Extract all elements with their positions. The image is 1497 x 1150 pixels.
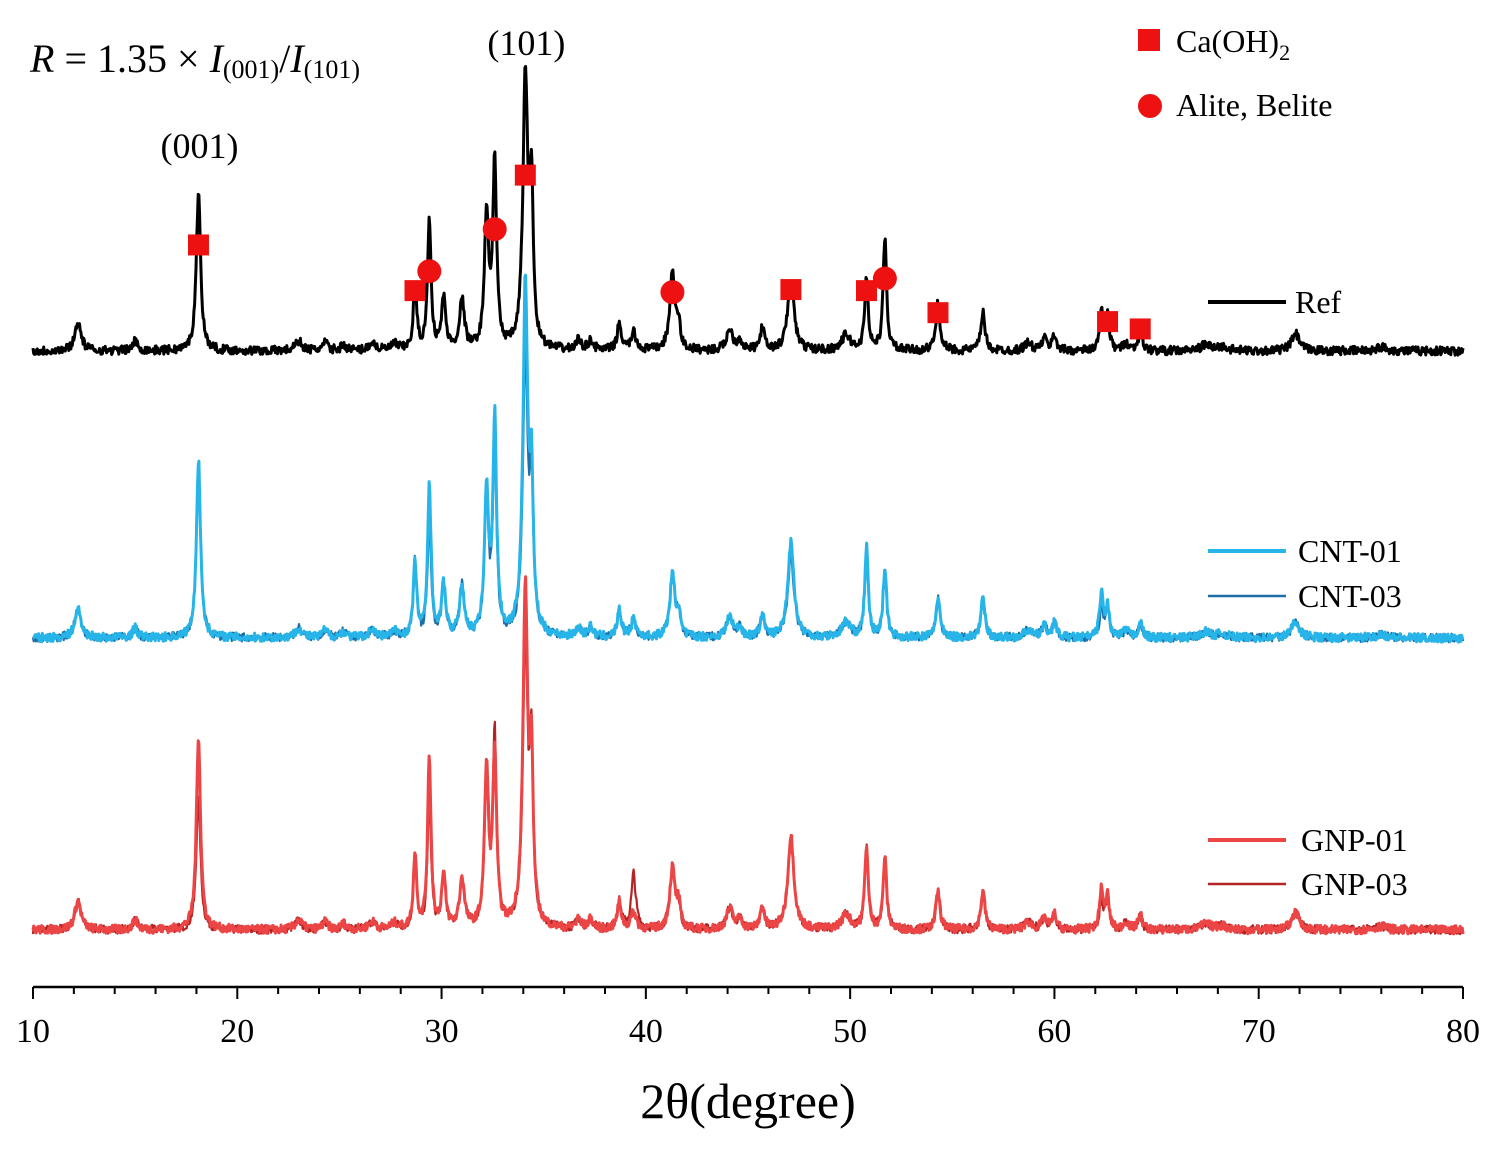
series-line-gnp-03: [31, 622, 1464, 936]
x-tick-label: 50: [833, 1013, 867, 1050]
phase-marker-layer: [187, 164, 1151, 340]
series-line-cnt-01: [32, 273, 1465, 644]
legend-label-ref: Ref: [1295, 284, 1342, 320]
series-line-gnp-01: [31, 575, 1465, 936]
x-tick-label: 10: [16, 1013, 50, 1050]
peak-label-101: (101): [487, 23, 565, 63]
x-axis-title: 2θ(degree): [640, 1073, 855, 1129]
series-legend-gnp: GNP-01 GNP-03: [1208, 822, 1408, 902]
legend-label-gnp-01: GNP-01: [1301, 822, 1408, 858]
marker-legend: Ca(OH)2 Alite, Belite: [1138, 23, 1332, 123]
alite-belite-peak-marker-icon: [417, 259, 442, 284]
series-legend-ref: Ref: [1208, 284, 1342, 320]
caoh2-peak-marker-icon: [1097, 311, 1119, 333]
peak-label-001: (001): [160, 126, 238, 166]
alite-belite-peak-marker-icon: [872, 266, 897, 291]
x-tick-label: 70: [1242, 1013, 1276, 1050]
series-line-ref: [31, 64, 1465, 357]
peak-annotation-layer: (001) (101): [160, 23, 565, 166]
x-tick-label: 40: [629, 1013, 663, 1050]
series-layer: [31, 64, 1465, 936]
alite-belite-legend-label: Alite, Belite: [1176, 87, 1332, 123]
caoh2-legend-label: Ca(OH)2: [1176, 23, 1290, 65]
series-line-cnt-03: [31, 346, 1465, 644]
r-formula: R = 1.35 × I(001)/I(101): [29, 36, 360, 84]
legend-label-cnt-01: CNT-01: [1298, 533, 1402, 569]
alite-belite-legend-circle-icon: [1138, 94, 1162, 118]
series-legend-cnt: CNT-01 CNT-03: [1208, 533, 1402, 614]
x-axis: 10 20 30 40 50 60 70 80 2θ(degree): [16, 985, 1480, 1129]
caoh2-peak-marker-icon: [187, 234, 209, 256]
caoh2-peak-marker-icon: [927, 302, 949, 324]
legend-label-gnp-03: GNP-03: [1301, 866, 1408, 902]
x-tick-label: 20: [220, 1013, 254, 1050]
alite-belite-peak-marker-icon: [660, 280, 685, 305]
x-tick-label: 80: [1446, 1013, 1480, 1050]
caoh2-peak-marker-icon: [855, 280, 877, 302]
caoh2-peak-marker-icon: [1129, 318, 1151, 340]
x-tick-layer: 10 20 30 40 50 60 70 80: [16, 987, 1480, 1050]
legend-label-cnt-03: CNT-03: [1298, 578, 1402, 614]
caoh2-legend-square-icon: [1138, 29, 1160, 51]
x-tick-label: 30: [425, 1013, 459, 1050]
x-tick-label: 60: [1037, 1013, 1071, 1050]
alite-belite-peak-marker-icon: [482, 217, 507, 242]
caoh2-peak-marker-icon: [780, 279, 802, 301]
caoh2-peak-marker-icon: [514, 164, 536, 186]
caoh2-peak-marker-icon: [404, 280, 426, 302]
